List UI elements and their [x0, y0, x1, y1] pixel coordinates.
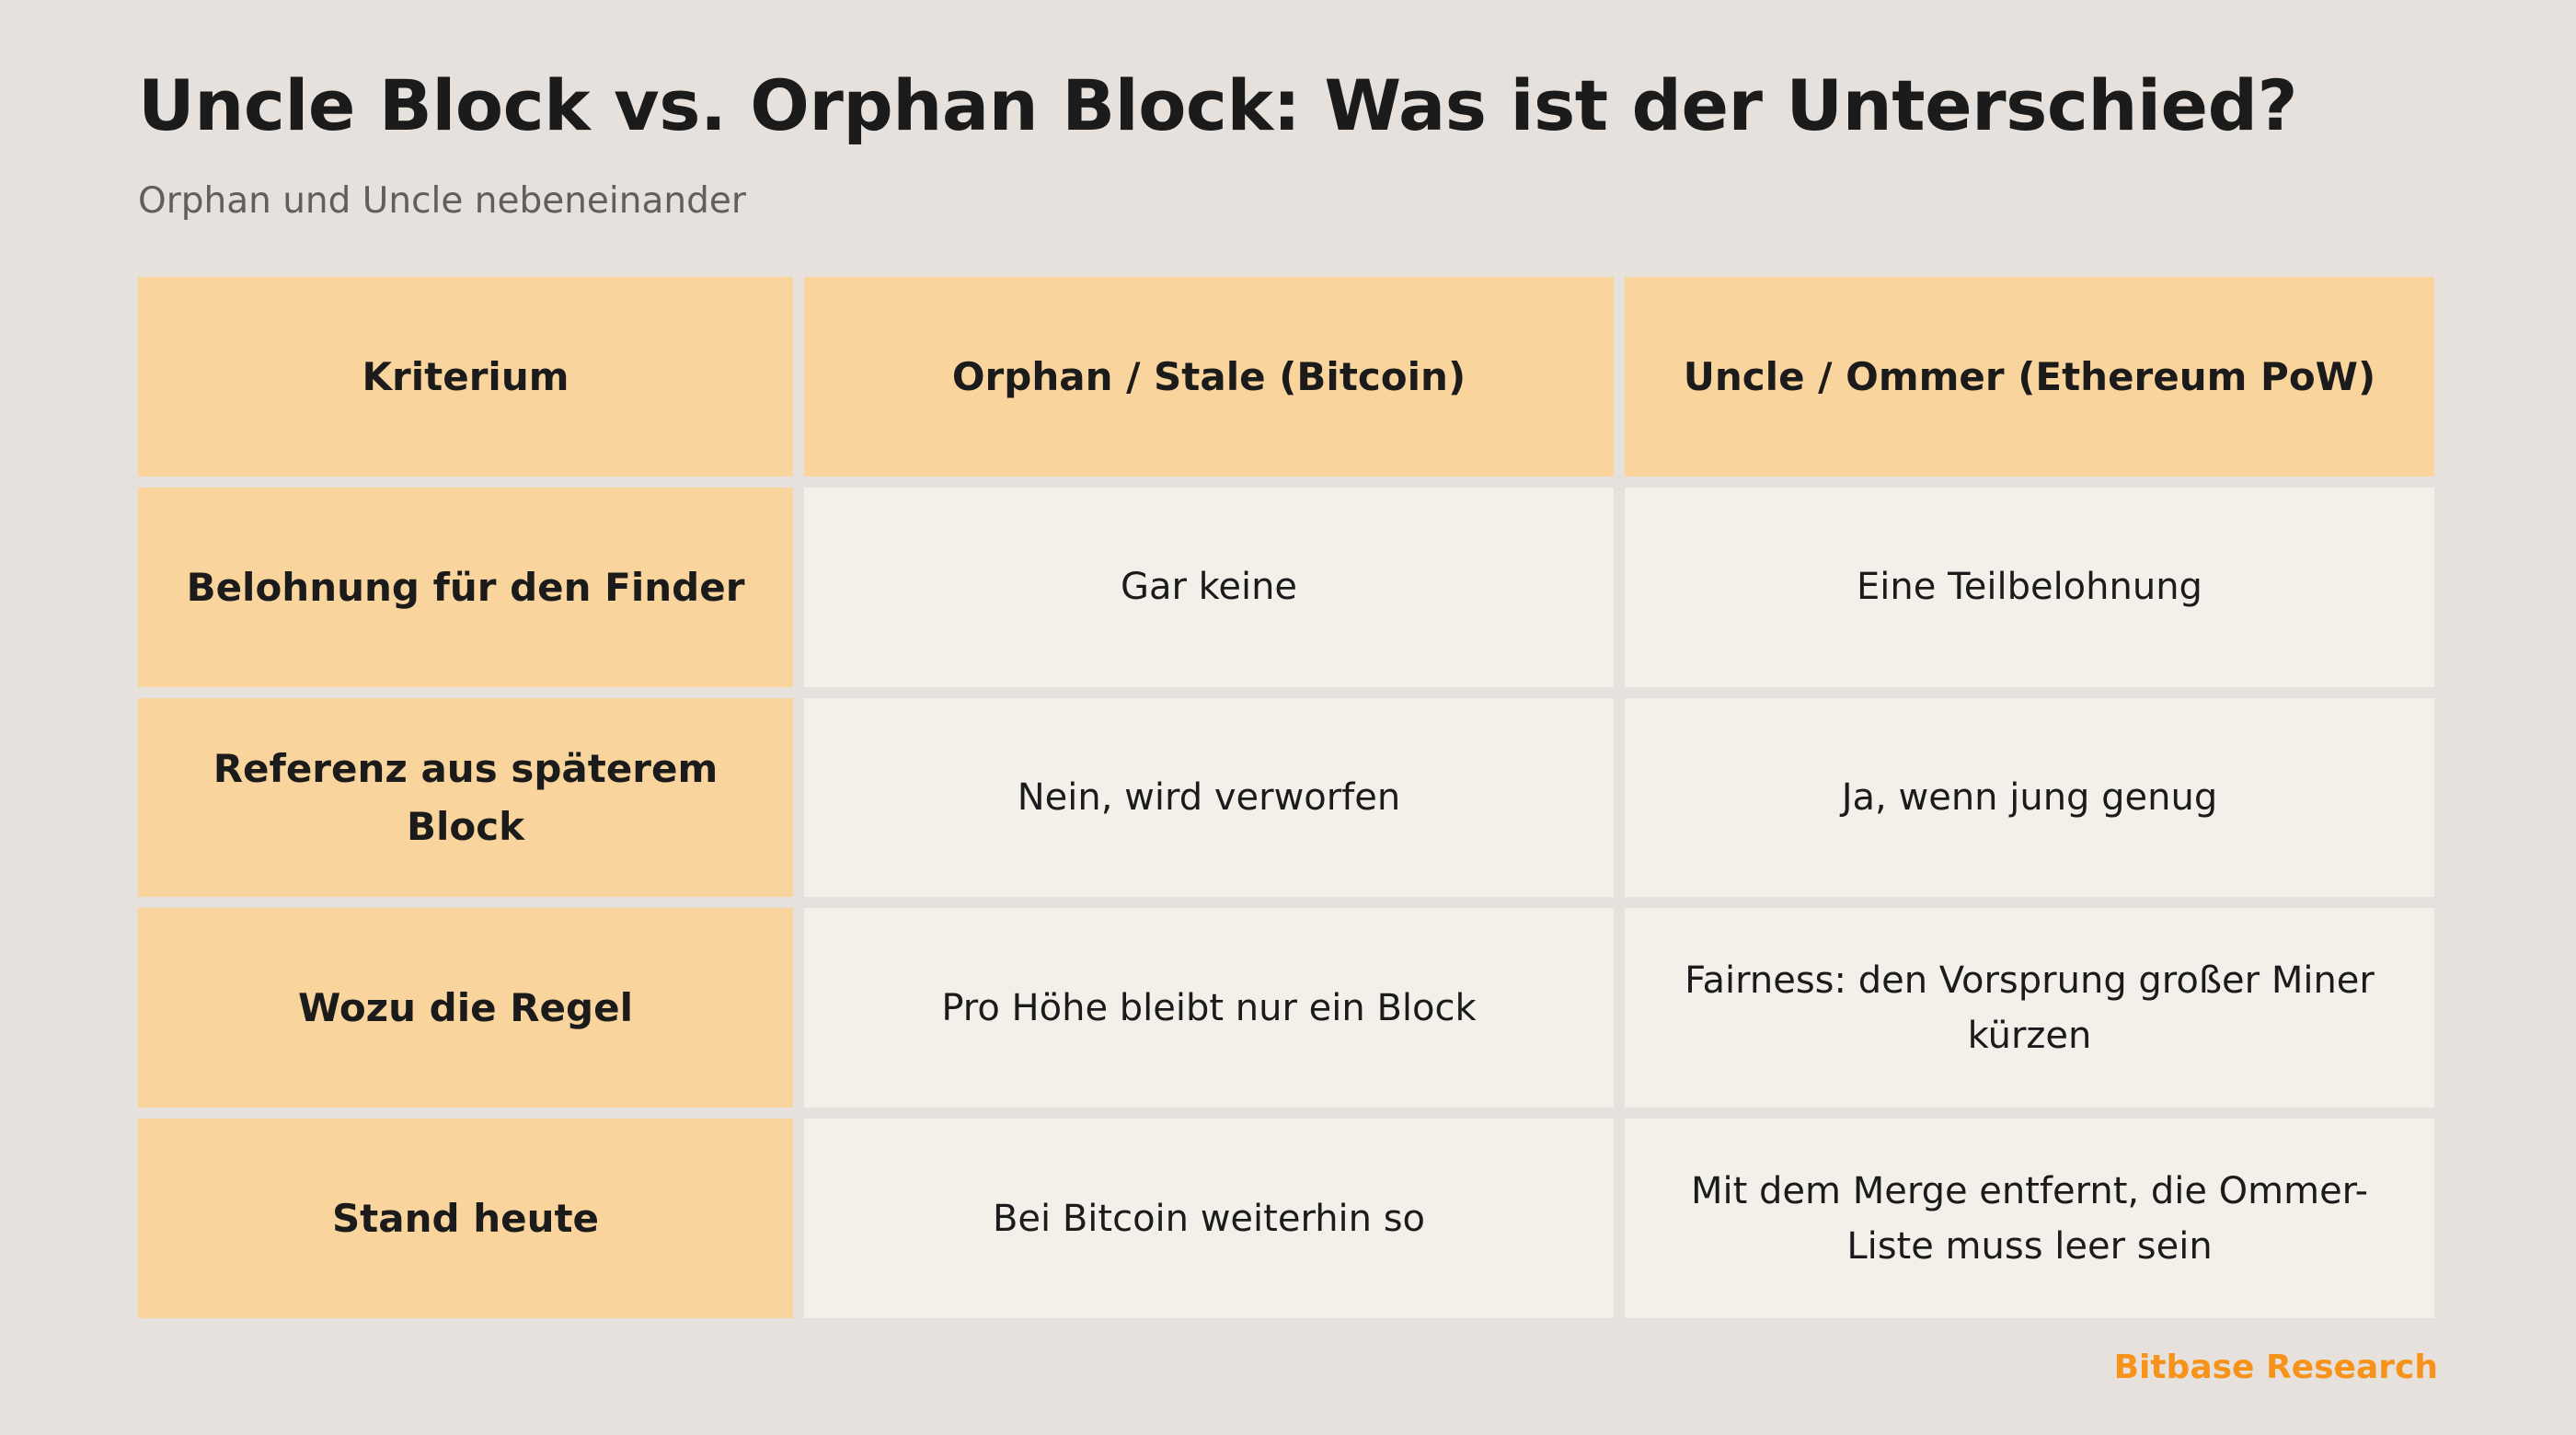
brand-label: Bitbase Research [2113, 1349, 2438, 1386]
cell-status-uncle: Mit dem Merge entfernt, die Ommer-Liste … [1625, 1119, 2434, 1318]
column-header-criterion: Kriterium [138, 277, 793, 476]
cell-purpose-orphan: Pro Höhe bleibt nur ein Block [804, 908, 1614, 1108]
column-header-orphan: Orphan / Stale (Bitcoin) [804, 277, 1614, 476]
row-header-purpose: Wozu die Regel [138, 908, 793, 1108]
cell-reference-uncle: Ja, wenn jung genug [1625, 697, 2434, 898]
row-header-reference: Referenz aus späterem Block [138, 697, 793, 898]
column-header-uncle: Uncle / Ommer (Ethereum PoW) [1625, 277, 2434, 476]
row-header-reward: Belohnung für den Finder [138, 487, 793, 687]
page-title: Uncle Block vs. Orphan Block: Was ist de… [138, 64, 2298, 146]
cell-purpose-uncle: Fairness: den Vorsprung großer Miner kür… [1625, 908, 2434, 1108]
cell-reference-orphan: Nein, wird verworfen [804, 697, 1614, 898]
cell-status-orphan: Bei Bitcoin weiterhin so [804, 1119, 1614, 1318]
row-header-status: Stand heute [138, 1119, 793, 1318]
comparison-table: Kriterium Orphan / Stale (Bitcoin) Uncle… [138, 277, 2438, 1318]
cell-reward-orphan: Gar keine [804, 487, 1614, 687]
page-subtitle: Orphan und Uncle nebeneinander [138, 180, 746, 222]
cell-reward-uncle: Eine Teilbelohnung [1625, 487, 2434, 687]
